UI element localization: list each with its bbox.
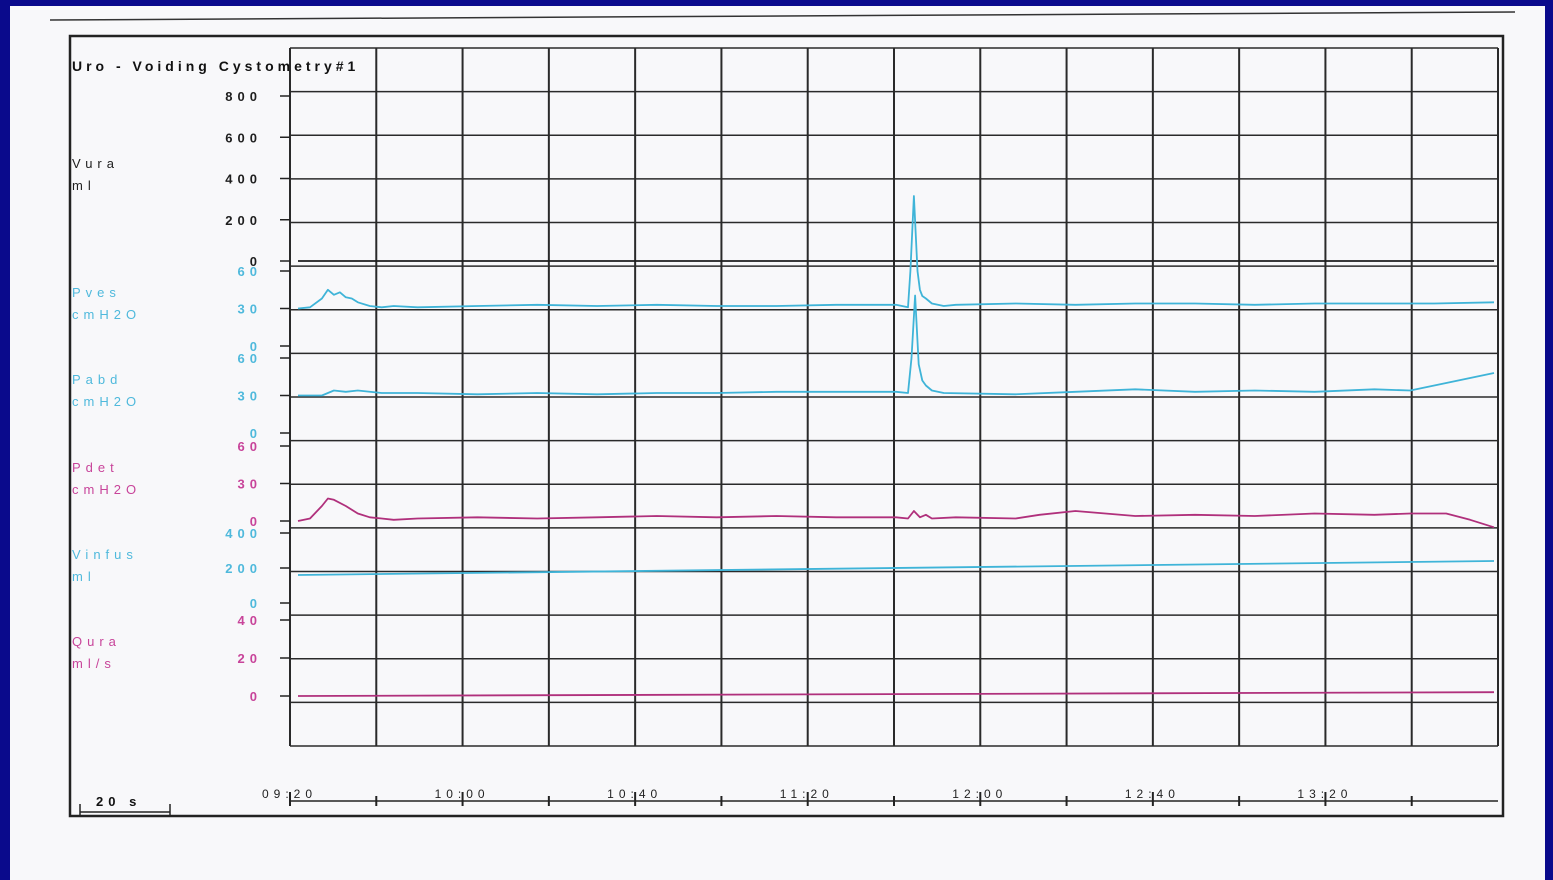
channel-name-pves: Pves	[72, 285, 121, 300]
series-pabd	[298, 294, 1495, 397]
tick-label-pves: 30	[238, 302, 262, 317]
channel-name-vura: Vura	[72, 156, 119, 171]
cystometry-chart: Uro - Voiding Cystometry#1Vuraml80060040…	[49, 11, 1516, 818]
tick-label-vura: 400	[225, 172, 262, 187]
time-tick-label: 10:00	[435, 787, 490, 801]
channel-unit-vura: ml	[72, 178, 96, 193]
channel-name-qura: Qura	[72, 634, 121, 649]
channel-name-pdet: Pdet	[72, 460, 119, 475]
tick-label-vinfus: 200	[225, 561, 262, 576]
tick-label-vinfus: 400	[225, 526, 262, 541]
time-tick-label: 12:40	[1125, 787, 1180, 801]
time-tick-label: 10:40	[607, 787, 662, 801]
time-tick-label: 11:20	[780, 787, 834, 801]
series-qura	[297, 691, 1495, 697]
scale-bar-label: 20 s	[96, 794, 141, 809]
channel-unit-pdet: cmH2O	[72, 482, 141, 497]
tick-label-pves: 60	[238, 264, 262, 279]
channel-unit-qura: ml/s	[72, 656, 116, 671]
tick-label-pabd: 60	[238, 351, 262, 366]
tick-label-vura: 200	[225, 213, 262, 228]
chart-frame	[68, 34, 1505, 818]
tick-label-pdet: 30	[238, 477, 262, 492]
channel-name-pabd: Pabd	[72, 372, 122, 387]
channel-unit-vinfus: ml	[72, 569, 96, 584]
tick-label-qura: 20	[238, 651, 262, 666]
tick-label-vura: 0	[250, 254, 262, 269]
time-tick-label: 09:20	[262, 787, 317, 801]
chart-paper: Uro - Voiding Cystometry#1 Vura ml 800 600 40…	[10, 6, 1545, 880]
tick-label-vura: 600	[225, 130, 262, 145]
tick-label-pabd: 30	[238, 389, 262, 404]
series-pves	[297, 195, 1495, 310]
tick-label-pves: 0	[250, 339, 262, 354]
channel-name-vinfus: Vinfus	[72, 547, 138, 562]
series-pdet	[297, 497, 1495, 529]
tick-label-qura: 40	[238, 613, 262, 628]
tick-label-pdet: 0	[250, 514, 262, 529]
tick-label-pdet: 60	[238, 439, 262, 454]
tick-label-pabd: 0	[250, 426, 262, 441]
time-tick-label: 12:00	[952, 787, 1007, 801]
top-rule	[49, 11, 1516, 21]
channel-unit-pves: cmH2O	[72, 307, 141, 322]
time-tick-label: 13:20	[1297, 787, 1352, 801]
channel-unit-pabd: cmH2O	[72, 394, 141, 409]
series-vinfus	[297, 560, 1495, 576]
chart-title: Uro - Voiding Cystometry#1	[72, 58, 359, 74]
tick-label-vinfus: 0	[250, 596, 262, 611]
tick-label-vura: 800	[225, 89, 262, 104]
tick-label-qura: 0	[250, 689, 262, 704]
